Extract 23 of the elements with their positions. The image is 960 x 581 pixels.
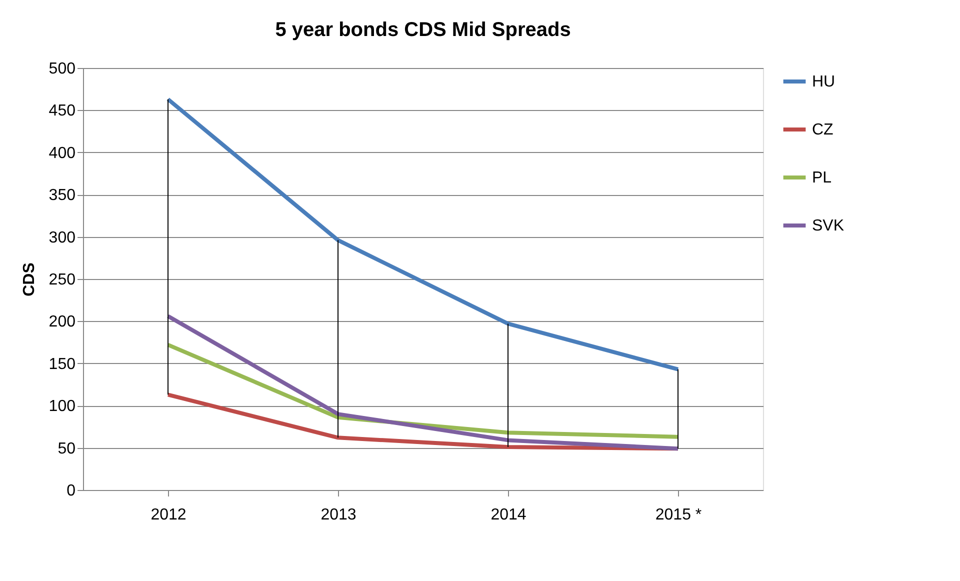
x-tick-label: 2012	[150, 506, 186, 524]
chart-title: 5 year bonds CDS Mid Spreads	[275, 19, 571, 41]
legend-label: CZ	[812, 122, 834, 138]
x-tick-label: 2014	[490, 506, 526, 524]
y-axis-title: CDS	[20, 262, 38, 296]
y-tick-label: 150	[48, 356, 76, 373]
y-tick-label: 450	[48, 102, 76, 120]
y-tick-label: 400	[48, 144, 76, 162]
legend-label: PL	[812, 170, 832, 186]
y-tick-label: 50	[58, 440, 76, 458]
y-tick-label: 250	[48, 272, 76, 288]
line-series	[166, 97, 680, 372]
y-tick-label: 500	[48, 60, 76, 78]
line-series	[166, 314, 680, 451]
y-tick-label: 300	[48, 229, 76, 246]
x-tick-label: 2015 *	[655, 506, 702, 524]
legend-label: HU	[812, 74, 836, 90]
y-tick-label: 0	[66, 482, 76, 500]
y-tick-label: 350	[48, 187, 76, 204]
x-tick-label: 2013	[320, 506, 356, 524]
y-tick-label: 200	[48, 314, 76, 331]
legend-label: SVK	[812, 218, 844, 234]
y-tick-label: 100	[48, 398, 76, 416]
